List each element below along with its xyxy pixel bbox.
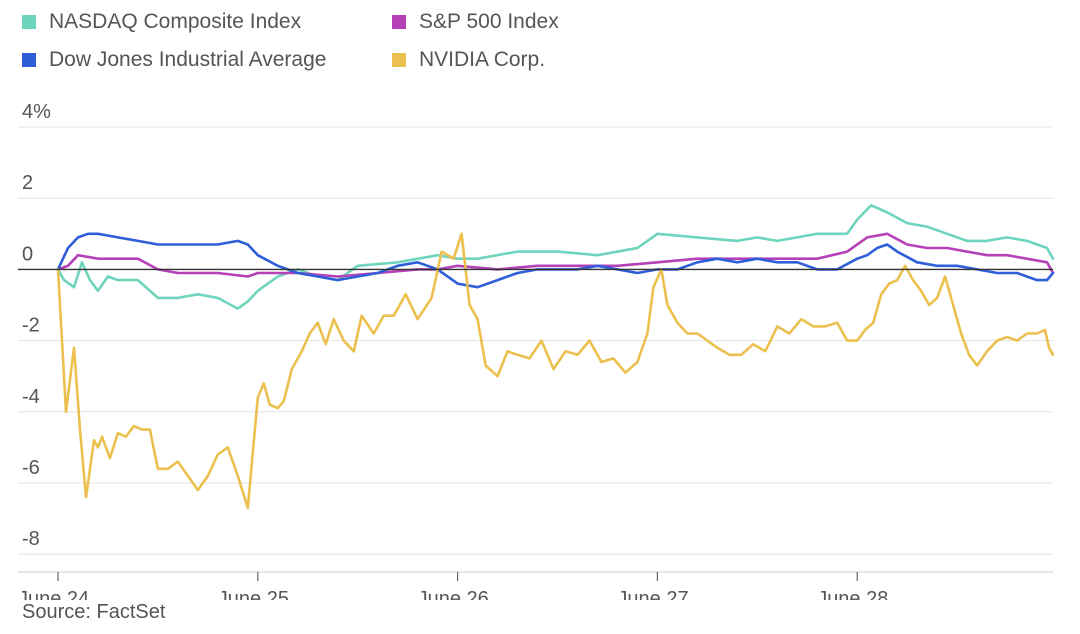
series-line-nasdaq-composite-index <box>56 204 1055 310</box>
x-tick-label: June 26 <box>418 588 489 600</box>
x-tick-label: June 24 <box>18 588 89 600</box>
legend-item-nvidia: NVIDIA Corp. <box>392 48 545 72</box>
y-tick-label: 2 <box>22 172 33 194</box>
y-tick-label: -8 <box>22 528 40 550</box>
y-tick-label: -4 <box>22 386 40 408</box>
legend-item-nasdaq: NASDAQ Composite Index <box>22 10 301 34</box>
x-tick-label: June 27 <box>617 588 688 600</box>
series-line-s-p-500-index <box>56 232 1055 278</box>
source-note: Source: FactSet <box>22 601 166 623</box>
legend-item-sp500: S&P 500 Index <box>392 10 559 34</box>
series-line-nvidia-corp <box>56 232 1055 510</box>
legend-swatch-nasdaq <box>22 15 36 29</box>
legend-item-dow: Dow Jones Industrial Average <box>22 48 326 72</box>
legend-swatch-dow <box>22 53 36 67</box>
legend-label-nasdaq: NASDAQ Composite Index <box>49 10 302 33</box>
y-tick-label: 0 <box>22 243 33 265</box>
x-tick-label: June 28 <box>817 588 888 600</box>
y-tick-label: -6 <box>22 457 40 479</box>
legend-label-sp500: S&P 500 Index <box>419 10 559 33</box>
y-tick-label: -2 <box>22 315 40 337</box>
legend-label-dow: Dow Jones Industrial Average <box>49 48 327 71</box>
chart-legend: NASDAQ Composite Index S&P 500 Index Dow… <box>22 6 662 76</box>
legend-label-nvidia: NVIDIA Corp. <box>419 48 546 71</box>
legend-swatch-nvidia <box>392 53 406 67</box>
line-chart: 4% 2 0 -2 -4 -6 -8 June 24 June 25 June 26 June 27… <box>18 101 1055 600</box>
legend-swatch-sp500 <box>392 15 406 29</box>
y-tick-label: 4% <box>22 101 51 123</box>
x-tick-label: June 25 <box>218 588 289 600</box>
